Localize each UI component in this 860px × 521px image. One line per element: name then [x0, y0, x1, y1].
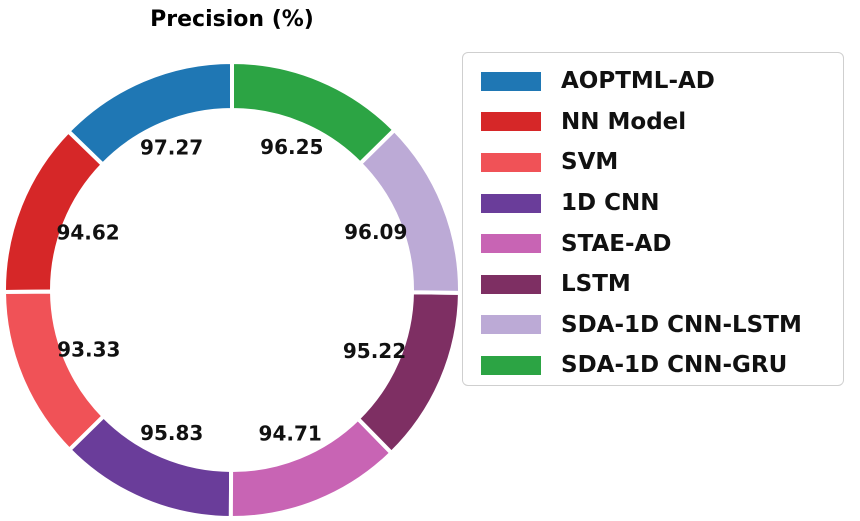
donut-slice-svm: [1, 289, 107, 453]
legend-swatch: [481, 234, 541, 254]
data-label: 94.62: [56, 220, 119, 244]
donut-slice-lstm: [355, 290, 463, 456]
legend-swatch: [481, 274, 541, 294]
data-label: 95.83: [140, 421, 203, 445]
data-label: 96.09: [344, 220, 407, 244]
legend-label: NN Model: [561, 108, 687, 135]
legend-item: AOPTML-AD: [481, 61, 843, 102]
legend-swatch: [481, 71, 541, 91]
legend-swatch: [481, 112, 541, 132]
legend-swatch: [481, 355, 541, 375]
legend: AOPTML-AD NN Model SVM 1D CNN STAE-AD LS…: [462, 52, 844, 386]
data-label: 96.25: [260, 135, 323, 159]
legend-label: 1D CNN: [561, 190, 660, 217]
legend-label: AOPTML-AD: [561, 68, 715, 95]
data-label: 93.33: [57, 337, 120, 361]
legend-label: LSTM: [561, 271, 631, 298]
donut-ring: [1, 59, 463, 521]
legend-swatch: [481, 152, 541, 172]
legend-label: SDA-1D CNN-GRU: [561, 352, 788, 379]
data-label: 95.22: [343, 339, 406, 363]
data-labels: 97.27 94.62 93.33 95.83 94.71 95.22 96.09 96.25: [56, 135, 407, 446]
legend-swatch: [481, 315, 541, 335]
data-label: 94.71: [259, 422, 322, 446]
donut-slice-sda-1d-cnn-gru: [230, 59, 398, 167]
legend-label: STAE-AD: [561, 230, 672, 257]
legend-item: STAE-AD: [481, 223, 843, 264]
legend-item: 1D CNN: [481, 183, 843, 224]
legend-item: NN Model: [481, 102, 843, 143]
chart-title: Precision (%): [150, 7, 314, 32]
legend-swatch: [481, 193, 541, 213]
data-label: 97.27: [140, 135, 203, 159]
legend-item: LSTM: [481, 264, 843, 305]
legend-label: SVM: [561, 149, 619, 176]
donut-slice-sda-1d-cnn-lstm: [357, 127, 462, 295]
legend-item: SDA-1D CNN-GRU: [481, 345, 843, 386]
legend-item: SDA-1D CNN-LSTM: [481, 305, 843, 346]
legend-label: SDA-1D CNN-LSTM: [561, 311, 802, 338]
legend-item: SVM: [481, 142, 843, 183]
donut-slice-nn-model: [2, 128, 106, 295]
